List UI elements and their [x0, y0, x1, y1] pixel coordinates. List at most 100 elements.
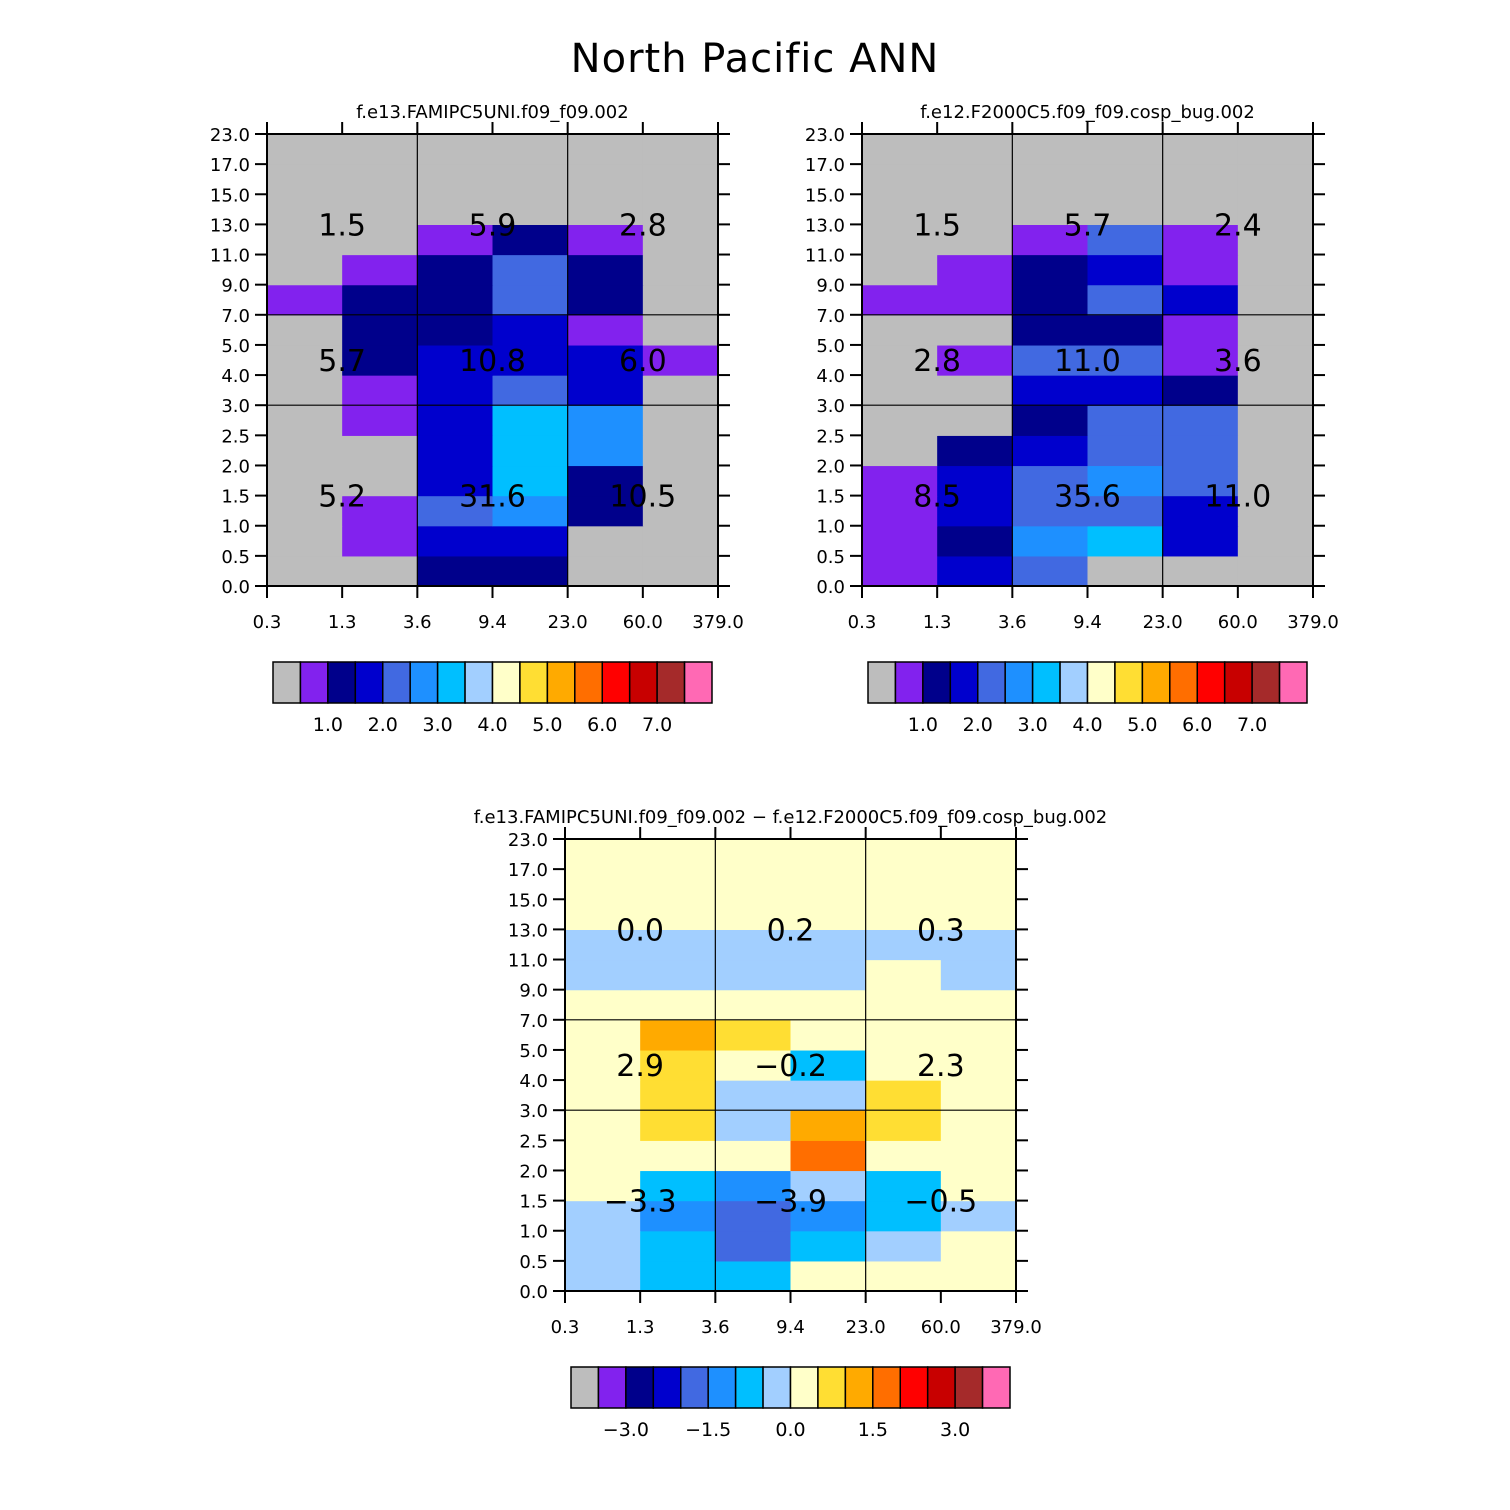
colorbar-swatch: [899, 1366, 929, 1409]
heatmap-cell: [640, 869, 716, 900]
heatmap-cell: [1087, 495, 1164, 527]
heatmap-cell: [1162, 465, 1239, 497]
heatmap-cell: [492, 284, 569, 316]
heatmap-cell: [1012, 284, 1089, 316]
y-tick-label: 3.0: [816, 396, 845, 417]
heatmap-cell: [565, 1019, 641, 1051]
colorbar-swatch: [734, 1366, 764, 1409]
y-tick-label: 3.0: [519, 1101, 548, 1122]
heatmap-cell: [642, 164, 719, 195]
colorbar-swatch: [601, 661, 631, 704]
heatmap-cell: [640, 989, 716, 1021]
colorbar-label: 1.0: [313, 714, 343, 736]
colorbar-label: 2.0: [368, 714, 398, 736]
box-value-label: 1.5: [913, 208, 961, 243]
heatmap-cell: [267, 344, 343, 376]
heatmap-cell: [1162, 224, 1239, 256]
heatmap-cell: [865, 869, 942, 900]
heatmap-cell: [565, 899, 641, 930]
y-tick-label: 2.0: [519, 1161, 548, 1182]
heatmap-cell: [1237, 344, 1314, 376]
box-value-label: 0.3: [917, 913, 965, 948]
heatmap-cell: [940, 1170, 1017, 1202]
x-tick-label: 3.6: [998, 612, 1027, 633]
heatmap-cell: [937, 254, 1013, 286]
heatmap-cell: [715, 1080, 792, 1111]
y-tick-label: 15.0: [508, 890, 548, 911]
y-tick-label: 23.0: [508, 830, 548, 851]
heatmap-cell: [790, 839, 867, 870]
y-tick-label: 2.5: [519, 1131, 548, 1152]
x-tick-label: 1.3: [328, 612, 357, 633]
colorbar-swatch: [922, 661, 952, 704]
heatmap-cell: [862, 194, 938, 225]
heatmap-cell: [715, 1019, 792, 1051]
heatmap-cell: [937, 555, 1013, 587]
heatmap-cell: [640, 1140, 716, 1172]
heatmap-cell: [862, 465, 938, 497]
heatmap-cell: [1012, 344, 1089, 376]
box-value-label: 5.9: [469, 208, 517, 243]
box-value-label: 8.5: [913, 480, 961, 515]
heatmap-cell: [642, 314, 719, 346]
heatmap-cell: [640, 1200, 716, 1232]
box-value-label: 11.0: [1204, 480, 1271, 515]
y-tick-label: 9.0: [816, 276, 845, 297]
x-tick-label: 60.0: [623, 612, 663, 633]
heatmap-cell: [715, 959, 792, 991]
heatmap-cell: [417, 254, 494, 286]
heatmap-cell: [417, 134, 494, 165]
heatmap-cell: [342, 134, 418, 165]
y-tick-label: 0.5: [816, 547, 845, 568]
colorbar-swatch: [464, 661, 494, 704]
heatmap-cell: [1237, 194, 1314, 225]
heatmap-cell: [1162, 134, 1239, 165]
heatmap-cell: [940, 1080, 1017, 1111]
colorbar-swatch: [1059, 661, 1089, 704]
y-tick-label: 13.0: [508, 920, 548, 941]
y-tick-label: 13.0: [210, 215, 250, 236]
heatmap-cell: [862, 495, 938, 527]
heatmap-cell: [567, 314, 644, 346]
heatmap-cell: [865, 959, 942, 991]
heatmap-cell: [642, 254, 719, 286]
heatmap-cell: [492, 254, 569, 286]
box-value-label: 10.8: [459, 344, 526, 379]
heatmap-cell: [565, 989, 641, 1021]
heatmap-cell: [865, 929, 942, 961]
heatmap-cell: [1012, 134, 1089, 165]
heatmap-cell: [567, 224, 644, 256]
box-value-label: 1.5: [318, 208, 366, 243]
heatmap-cell: [937, 465, 1013, 497]
heatmap-cell: [1012, 164, 1089, 195]
colorbar-swatch: [491, 661, 521, 704]
heatmap-cell: [862, 224, 938, 256]
y-tick-label: 11.0: [508, 951, 548, 972]
colorbar-swatch: [1223, 661, 1253, 704]
heatmap-cell: [267, 435, 343, 467]
heatmap-cell: [417, 495, 494, 527]
heatmap-cell: [1237, 164, 1314, 195]
y-tick-label: 0.5: [519, 1252, 548, 1273]
heatmap-cell: [1087, 375, 1164, 406]
y-tick-label: 7.0: [519, 1011, 548, 1032]
heatmap-cell: [1087, 224, 1164, 256]
heatmap-cell: [492, 525, 569, 557]
heatmap-cell: [862, 375, 938, 406]
heatmap-cell: [1237, 495, 1314, 527]
heatmap-cell: [642, 375, 719, 406]
colorbar-swatch: [1169, 661, 1199, 704]
x-tick-label: 379.0: [692, 612, 744, 633]
heatmap-cell: [940, 869, 1017, 900]
heatmap-cell: [1087, 254, 1164, 286]
panel-title: f.e12.F2000C5.f09_f09.cosp_bug.002: [920, 102, 1255, 123]
box-value-label: −0.2: [754, 1049, 827, 1084]
heatmap-cell: [1162, 344, 1239, 376]
heatmap-cell: [417, 405, 494, 436]
heatmap-cell: [790, 1110, 867, 1141]
heatmap-cell: [940, 959, 1017, 991]
box-value-label: 5.2: [318, 480, 366, 515]
heatmap-cell: [492, 164, 569, 195]
colorbar-swatch: [981, 1366, 1011, 1409]
box-value-label: 0.2: [767, 913, 815, 948]
